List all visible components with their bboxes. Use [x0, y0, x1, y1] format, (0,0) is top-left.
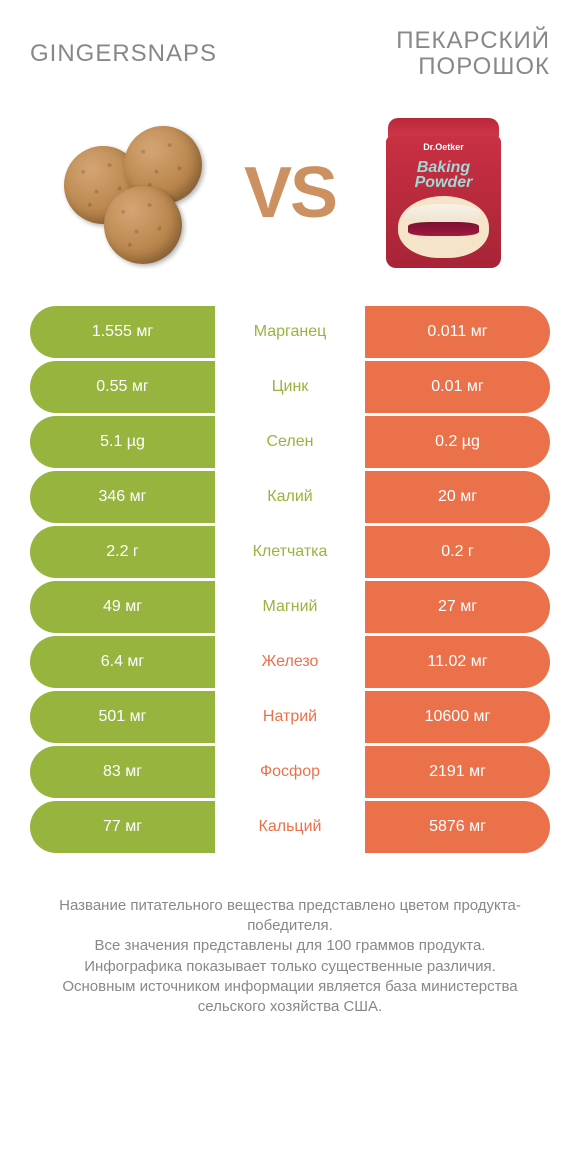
left-value-cell: 5.1 µg: [30, 416, 215, 468]
right-product-title: ПЕКАРСКИЙПОРОШОК: [396, 28, 550, 81]
right-value-cell: 5876 мг: [365, 801, 550, 853]
header: GINGERSNAPS ПЕКАРСКИЙПОРОШОК: [0, 0, 580, 91]
right-value-cell: 27 мг: [365, 581, 550, 633]
nutrient-label: Марганец: [215, 306, 365, 358]
left-value-cell: 2.2 г: [30, 526, 215, 578]
nutrient-label: Магний: [215, 581, 365, 633]
nutrient-label: Селен: [215, 416, 365, 468]
right-value-cell: 0.01 мг: [365, 361, 550, 413]
table-row: 346 мгКалий20 мг: [30, 471, 550, 523]
images-row: VS Dr.Oetker Baking Powder: [0, 91, 580, 306]
table-row: 2.2 гКлетчатка0.2 г: [30, 526, 550, 578]
baking-powder-image: Dr.Oetker Baking Powder: [366, 116, 521, 271]
table-row: 1.555 мгМарганец0.011 мг: [30, 306, 550, 358]
nutrient-label: Кальций: [215, 801, 365, 853]
left-value-cell: 6.4 мг: [30, 636, 215, 688]
right-value-cell: 0.011 мг: [365, 306, 550, 358]
right-value-cell: 20 мг: [365, 471, 550, 523]
footer-notes: Название питательного вещества представл…: [0, 856, 580, 1038]
table-row: 49 мгМагний27 мг: [30, 581, 550, 633]
left-value-cell: 501 мг: [30, 691, 215, 743]
right-value-cell: 11.02 мг: [365, 636, 550, 688]
right-value-cell: 0.2 г: [365, 526, 550, 578]
left-value-cell: 346 мг: [30, 471, 215, 523]
footer-line: Название питательного вещества представл…: [35, 896, 545, 937]
can-product-label: Baking Powder: [386, 160, 501, 190]
footer-line: Инфографика показывает только существенн…: [35, 957, 545, 977]
comparison-table: 1.555 мгМарганец0.011 мг0.55 мгЦинк0.01 …: [0, 306, 580, 853]
right-value-cell: 0.2 µg: [365, 416, 550, 468]
left-value-cell: 1.555 мг: [30, 306, 215, 358]
nutrient-label: Калий: [215, 471, 365, 523]
left-product-title: GINGERSNAPS: [30, 40, 217, 68]
table-row: 83 мгФосфор2191 мг: [30, 746, 550, 798]
left-value-cell: 0.55 мг: [30, 361, 215, 413]
left-value-cell: 77 мг: [30, 801, 215, 853]
nutrient-label: Натрий: [215, 691, 365, 743]
table-row: 6.4 мгЖелезо11.02 мг: [30, 636, 550, 688]
table-row: 0.55 мгЦинк0.01 мг: [30, 361, 550, 413]
table-row: 5.1 µgСелен0.2 µg: [30, 416, 550, 468]
cookie-icon: [104, 186, 182, 264]
footer-line: Все значения представлены для 100 граммо…: [35, 936, 545, 956]
can-icon: Dr.Oetker Baking Powder: [386, 118, 501, 268]
gingersnaps-image: [59, 116, 214, 271]
left-value-cell: 83 мг: [30, 746, 215, 798]
can-brand-label: Dr.Oetker: [386, 142, 501, 152]
left-value-cell: 49 мг: [30, 581, 215, 633]
right-value-cell: 10600 мг: [365, 691, 550, 743]
nutrient-label: Клетчатка: [215, 526, 365, 578]
vs-label: VS: [244, 152, 336, 234]
nutrient-label: Цинк: [215, 361, 365, 413]
nutrient-label: Железо: [215, 636, 365, 688]
nutrient-label: Фосфор: [215, 746, 365, 798]
footer-line: Основным источником информации является …: [35, 977, 545, 1018]
table-row: 501 мгНатрий10600 мг: [30, 691, 550, 743]
right-value-cell: 2191 мг: [365, 746, 550, 798]
table-row: 77 мгКальций5876 мг: [30, 801, 550, 853]
